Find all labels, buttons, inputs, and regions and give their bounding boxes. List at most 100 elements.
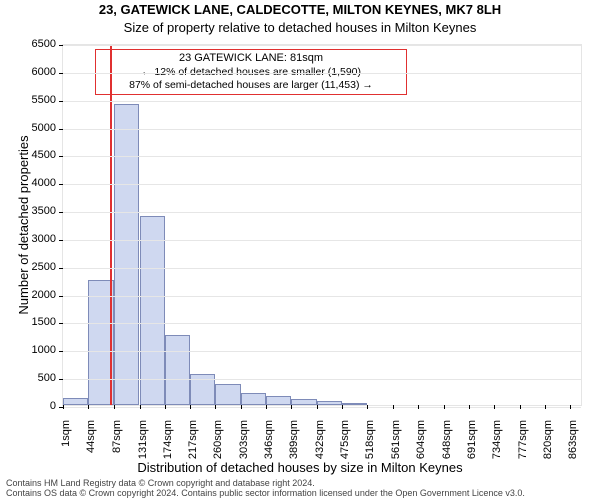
- x-tick-mark: [418, 405, 419, 409]
- x-tick-label: 777sqm: [517, 420, 529, 468]
- x-tick-mark: [190, 405, 191, 409]
- x-tick-mark: [266, 405, 267, 409]
- y-tick-mark: [59, 268, 63, 269]
- grid-line: [63, 129, 581, 130]
- y-tick-label: 1500: [8, 316, 56, 328]
- x-tick-mark: [469, 405, 470, 409]
- x-tick-label: 174sqm: [162, 420, 174, 468]
- grid-line: [63, 101, 581, 102]
- x-tick-label: 44sqm: [85, 420, 97, 468]
- x-tick-mark: [393, 405, 394, 409]
- y-tick-label: 5500: [8, 94, 56, 106]
- attribution-caption: Contains HM Land Registry data © Crown c…: [6, 479, 525, 498]
- histogram-bar: [215, 384, 240, 405]
- x-tick-mark: [520, 405, 521, 409]
- x-tick-label: 734sqm: [491, 420, 503, 468]
- y-tick-mark: [59, 73, 63, 74]
- y-tick-label: 5000: [8, 122, 56, 134]
- y-tick-label: 6000: [8, 66, 56, 78]
- x-tick-mark: [114, 405, 115, 409]
- grid-line: [63, 156, 581, 157]
- histogram-bar: [165, 335, 190, 405]
- grid-line: [63, 379, 581, 380]
- y-tick-mark: [59, 184, 63, 185]
- y-tick-label: 4500: [8, 149, 56, 161]
- x-tick-label: 87sqm: [111, 420, 123, 468]
- x-tick-mark: [494, 405, 495, 409]
- x-tick-label: 820sqm: [542, 420, 554, 468]
- x-tick-mark: [215, 405, 216, 409]
- x-tick-mark: [63, 405, 64, 409]
- grid-line: [63, 268, 581, 269]
- y-tick-mark: [59, 296, 63, 297]
- y-tick-label: 6500: [8, 38, 56, 50]
- x-tick-mark: [291, 405, 292, 409]
- x-tick-mark: [367, 405, 368, 409]
- histogram-bar: [114, 104, 139, 405]
- annotation-line-1: 23 GATEWICK LANE: 81sqm: [100, 52, 402, 66]
- x-tick-label: 648sqm: [441, 420, 453, 468]
- grid-line: [63, 323, 581, 324]
- y-tick-label: 2000: [8, 289, 56, 301]
- x-tick-label: 561sqm: [390, 420, 402, 468]
- x-tick-label: 346sqm: [263, 420, 275, 468]
- grid-line: [63, 296, 581, 297]
- plot-area: 23 GATEWICK LANE: 81sqm ← 12% of detache…: [62, 44, 582, 406]
- chart-title-address: 23, GATEWICK LANE, CALDECOTTE, MILTON KE…: [0, 2, 600, 17]
- y-tick-label: 500: [8, 372, 56, 384]
- x-tick-mark: [444, 405, 445, 409]
- x-tick-label: 303sqm: [238, 420, 250, 468]
- x-tick-label: 1sqm: [60, 420, 72, 468]
- y-tick-mark: [59, 101, 63, 102]
- grid-line: [63, 212, 581, 213]
- x-tick-label: 260sqm: [212, 420, 224, 468]
- x-tick-label: 475sqm: [339, 420, 351, 468]
- y-tick-label: 4000: [8, 177, 56, 189]
- x-tick-mark: [165, 405, 166, 409]
- x-tick-label: 604sqm: [415, 420, 427, 468]
- histogram-bar: [291, 399, 316, 405]
- grid-line: [63, 184, 581, 185]
- y-tick-mark: [59, 156, 63, 157]
- y-tick-mark: [59, 379, 63, 380]
- histogram-bar: [241, 393, 266, 405]
- histogram-bar: [140, 216, 165, 405]
- x-tick-mark: [545, 405, 546, 409]
- x-tick-label: 389sqm: [288, 420, 300, 468]
- y-tick-label: 3000: [8, 233, 56, 245]
- y-tick-mark: [59, 351, 63, 352]
- y-tick-label: 1000: [8, 344, 56, 356]
- grid-line: [63, 45, 581, 46]
- y-tick-mark: [59, 212, 63, 213]
- grid-line: [63, 240, 581, 241]
- y-tick-label: 3500: [8, 205, 56, 217]
- x-tick-mark: [241, 405, 242, 409]
- histogram-bar: [342, 403, 367, 405]
- x-tick-mark: [317, 405, 318, 409]
- y-tick-mark: [59, 240, 63, 241]
- figure: 23, GATEWICK LANE, CALDECOTTE, MILTON KE…: [0, 0, 600, 500]
- x-tick-label: 217sqm: [187, 420, 199, 468]
- x-tick-label: 863sqm: [567, 420, 579, 468]
- y-tick-label: 2500: [8, 261, 56, 273]
- y-tick-mark: [59, 129, 63, 130]
- histogram-bar: [317, 401, 342, 405]
- x-tick-mark: [88, 405, 89, 409]
- x-tick-mark: [570, 405, 571, 409]
- y-tick-mark: [59, 45, 63, 46]
- grid-line: [63, 351, 581, 352]
- histogram-bar: [266, 396, 291, 405]
- histogram-bar: [63, 398, 88, 405]
- grid-line: [63, 73, 581, 74]
- x-tick-label: 691sqm: [466, 420, 478, 468]
- grid-line: [63, 407, 581, 408]
- annotation-line-3: 87% of semi-detached houses are larger (…: [100, 79, 402, 92]
- x-tick-mark: [342, 405, 343, 409]
- y-tick-label: 0: [8, 400, 56, 412]
- chart-title-desc: Size of property relative to detached ho…: [0, 20, 600, 35]
- x-tick-label: 518sqm: [364, 420, 376, 468]
- x-tick-label: 131sqm: [137, 420, 149, 468]
- x-tick-mark: [140, 405, 141, 409]
- y-tick-mark: [59, 323, 63, 324]
- x-tick-label: 432sqm: [314, 420, 326, 468]
